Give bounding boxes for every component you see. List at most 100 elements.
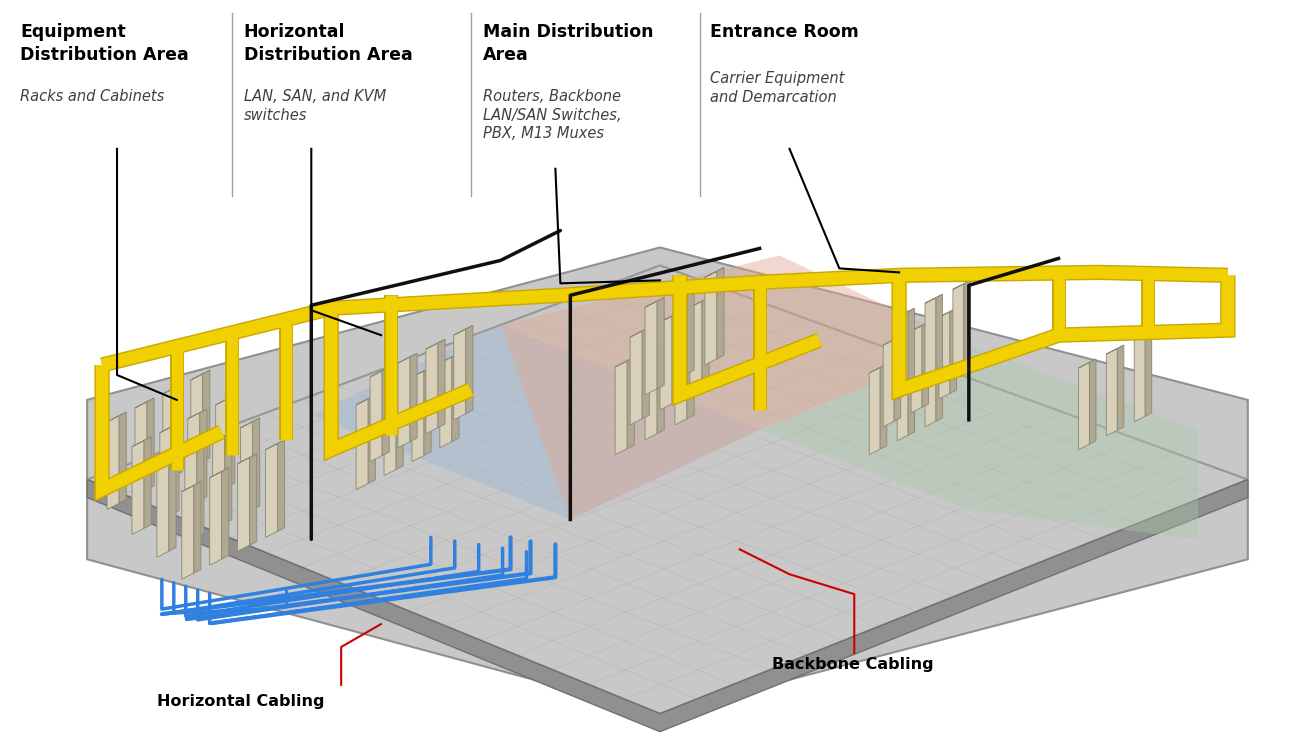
Polygon shape (645, 342, 665, 352)
Polygon shape (1145, 331, 1152, 416)
Polygon shape (705, 267, 724, 277)
Polygon shape (397, 357, 411, 447)
Polygon shape (1134, 331, 1152, 340)
Polygon shape (672, 312, 679, 403)
Polygon shape (936, 336, 942, 421)
Polygon shape (1078, 359, 1096, 368)
Polygon shape (911, 326, 923, 413)
Polygon shape (898, 311, 908, 399)
Polygon shape (1117, 345, 1124, 430)
Polygon shape (191, 374, 203, 468)
Polygon shape (266, 440, 284, 450)
Polygon shape (412, 368, 432, 377)
Polygon shape (424, 368, 432, 456)
Text: Backbone Cabling: Backbone Cabling (771, 657, 933, 672)
Polygon shape (188, 409, 207, 419)
Polygon shape (87, 480, 1248, 731)
Polygon shape (266, 444, 278, 537)
Polygon shape (438, 339, 445, 427)
Polygon shape (159, 427, 172, 521)
Polygon shape (628, 357, 634, 448)
Polygon shape (253, 418, 259, 509)
Polygon shape (221, 468, 229, 560)
Polygon shape (157, 460, 176, 470)
Polygon shape (690, 301, 701, 395)
Polygon shape (898, 309, 915, 317)
Polygon shape (675, 282, 694, 292)
Polygon shape (203, 371, 211, 462)
Polygon shape (370, 368, 390, 377)
Polygon shape (396, 381, 403, 469)
Polygon shape (384, 385, 396, 476)
Polygon shape (925, 340, 936, 427)
Polygon shape (645, 301, 657, 395)
Polygon shape (426, 343, 438, 434)
Text: Horizontal
Distribution Area: Horizontal Distribution Area (243, 23, 412, 63)
Polygon shape (241, 421, 253, 515)
Polygon shape (87, 247, 1248, 713)
Polygon shape (923, 322, 929, 407)
Polygon shape (87, 265, 1248, 713)
Polygon shape (213, 436, 225, 530)
Polygon shape (193, 482, 201, 573)
Polygon shape (175, 384, 182, 475)
Polygon shape (675, 327, 694, 337)
Polygon shape (278, 440, 284, 531)
Polygon shape (615, 361, 628, 455)
Polygon shape (642, 327, 649, 418)
Polygon shape (238, 454, 257, 464)
Polygon shape (426, 339, 445, 349)
Polygon shape (209, 468, 229, 477)
Polygon shape (454, 329, 466, 420)
Polygon shape (894, 336, 900, 421)
Polygon shape (182, 482, 201, 492)
Polygon shape (159, 423, 179, 433)
Polygon shape (687, 282, 694, 374)
Polygon shape (312, 325, 759, 519)
Polygon shape (168, 460, 176, 551)
Polygon shape (687, 327, 694, 418)
Polygon shape (200, 409, 207, 500)
Polygon shape (500, 255, 969, 519)
Polygon shape (908, 350, 915, 436)
Polygon shape (397, 353, 417, 363)
Polygon shape (701, 297, 709, 388)
Polygon shape (382, 368, 390, 456)
Polygon shape (950, 309, 957, 394)
Polygon shape (250, 454, 257, 545)
Polygon shape (454, 326, 472, 335)
Polygon shape (132, 441, 143, 534)
Polygon shape (197, 446, 204, 537)
Polygon shape (136, 398, 154, 408)
Polygon shape (466, 326, 472, 414)
Polygon shape (661, 312, 679, 322)
Polygon shape (911, 322, 929, 331)
Text: Main Distribution
Area: Main Distribution Area (483, 23, 653, 63)
Polygon shape (357, 399, 368, 489)
Polygon shape (225, 432, 232, 524)
Polygon shape (925, 298, 936, 385)
Polygon shape (645, 297, 665, 307)
Polygon shape (412, 371, 424, 462)
Polygon shape (880, 364, 887, 449)
Polygon shape (440, 357, 451, 447)
Polygon shape (657, 297, 665, 388)
Polygon shape (705, 271, 717, 365)
Polygon shape (384, 381, 403, 391)
Polygon shape (925, 294, 942, 303)
Polygon shape (898, 353, 908, 441)
Polygon shape (191, 371, 211, 380)
Polygon shape (157, 463, 168, 557)
Polygon shape (357, 395, 375, 405)
Polygon shape (216, 399, 228, 492)
Polygon shape (936, 294, 942, 379)
Polygon shape (963, 280, 970, 365)
Polygon shape (184, 446, 204, 456)
Polygon shape (1134, 335, 1145, 422)
Polygon shape (630, 327, 649, 337)
Text: Equipment
Distribution Area: Equipment Distribution Area (20, 23, 190, 63)
Polygon shape (107, 412, 126, 422)
Polygon shape (188, 412, 200, 506)
Polygon shape (370, 371, 382, 462)
Polygon shape (883, 336, 900, 345)
